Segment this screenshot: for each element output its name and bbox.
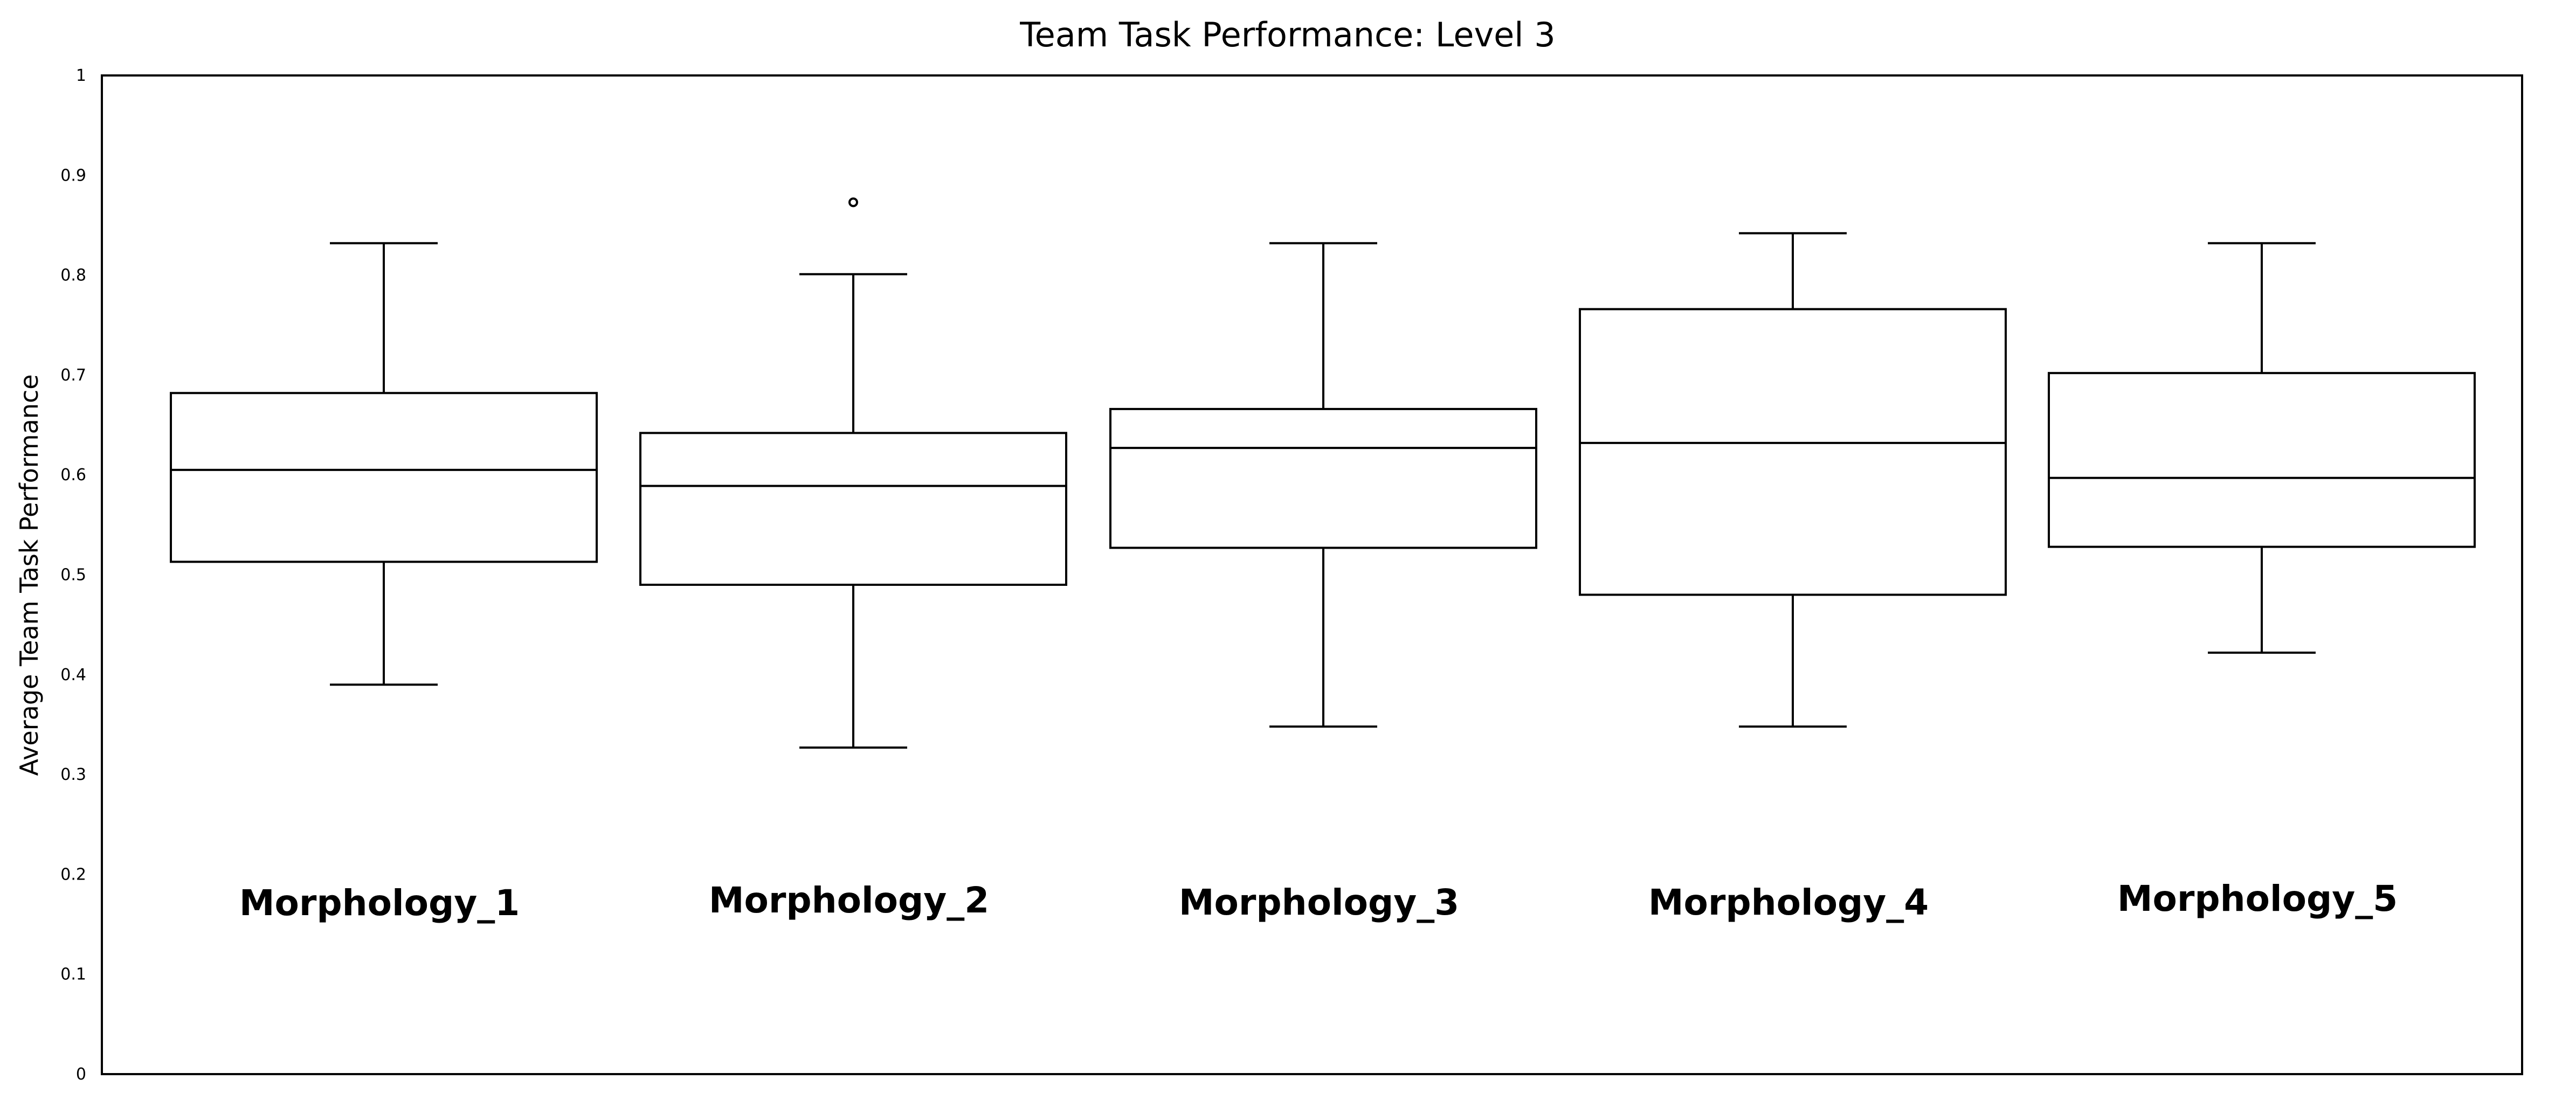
iqr-box [639, 432, 1067, 586]
y-tick-label: 0.5 [60, 566, 86, 585]
y-tick-label: 1 [76, 66, 86, 85]
box-plots [170, 197, 2476, 749]
y-tick-label: 0.8 [60, 266, 86, 285]
iqr-box [2048, 372, 2476, 548]
outlier-point [848, 197, 858, 207]
y-tick-label: 0.1 [60, 965, 86, 984]
box-plot-2 [639, 197, 1067, 749]
y-tick-label: 0.2 [60, 865, 86, 884]
plot-frame [101, 74, 2523, 1075]
box-plot-1 [170, 242, 598, 686]
category-label: Morphology_4 [1648, 882, 1929, 923]
y-tick-label: 0.4 [60, 666, 86, 684]
y-axis-ticks: 0 0.1 0.2 0.3 0.4 0.5 0.6 0.7 0.8 0.9 1 [60, 66, 86, 1084]
iqr-box [1109, 407, 1537, 549]
iqr-box [170, 392, 598, 563]
y-axis-label: Average Team Task Performance [15, 374, 44, 776]
y-tick-label: 0.6 [60, 466, 86, 485]
y-tick-label: 0.7 [60, 366, 86, 385]
iqr-box [1579, 308, 2007, 596]
y-tick-label: 0.9 [60, 166, 86, 185]
category-label: Morphology_3 [1179, 882, 1459, 923]
box-plot-5 [2048, 242, 2476, 654]
category-labels: Morphology_1 Morphology_2 Morphology_3 Morp… [239, 878, 2398, 924]
chart-title: Team Task Performance: Level 3 [1019, 15, 1555, 54]
box-plot-3 [1109, 242, 1537, 728]
category-label: Morphology_2 [709, 880, 989, 921]
y-tick-label: 0.3 [60, 765, 86, 784]
category-label: Morphology_1 [239, 882, 520, 924]
y-tick-label: 0 [76, 1065, 86, 1084]
box-plot-4 [1579, 232, 2007, 728]
category-label: Morphology_5 [2117, 878, 2398, 919]
